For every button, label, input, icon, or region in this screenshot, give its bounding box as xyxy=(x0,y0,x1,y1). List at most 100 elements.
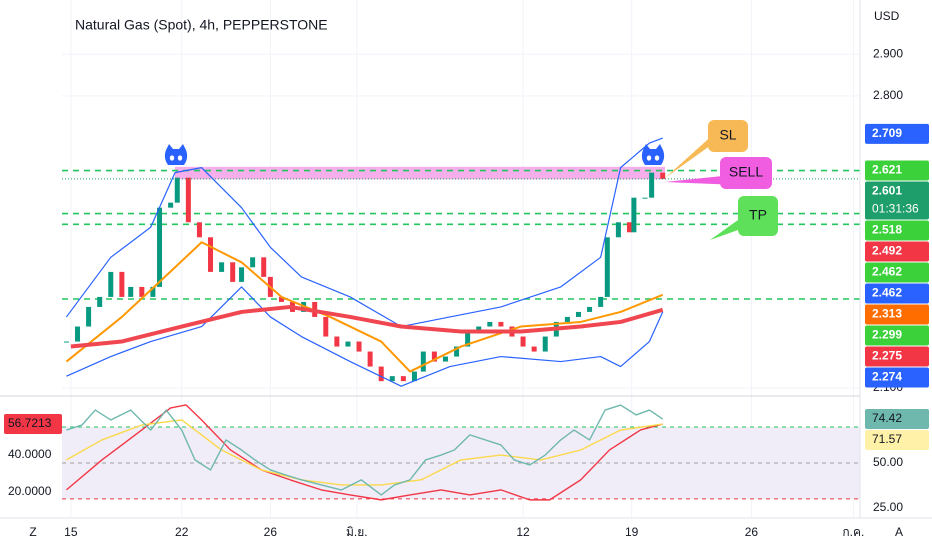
price-badge xyxy=(865,181,929,220)
candle xyxy=(411,371,417,382)
price-badge xyxy=(865,367,929,388)
price-badge-label: 2.462 xyxy=(872,286,902,300)
candle xyxy=(598,296,604,307)
candle xyxy=(174,177,180,203)
y2-tick-label: 20.0000 xyxy=(8,484,52,498)
candle xyxy=(278,296,284,302)
line xyxy=(65,137,663,328)
price-badge xyxy=(865,241,929,262)
indicator-badge-label: 74.42 xyxy=(872,411,902,425)
candle xyxy=(389,376,395,382)
candle xyxy=(649,172,655,198)
candle xyxy=(420,351,426,372)
indicator-badge-label: 56.7213 xyxy=(8,416,52,430)
candle xyxy=(250,257,256,268)
candle xyxy=(345,341,351,347)
callout-box xyxy=(738,196,778,236)
price-badge xyxy=(865,123,929,144)
callout-box xyxy=(720,157,772,189)
candle xyxy=(642,197,648,199)
bot-icon xyxy=(164,144,188,165)
indicator-badge xyxy=(4,414,62,435)
candle xyxy=(531,346,537,352)
candle xyxy=(75,326,81,342)
callout-label: TP xyxy=(749,207,767,223)
candle xyxy=(400,376,406,382)
candle xyxy=(157,207,163,287)
candle xyxy=(431,351,437,362)
y-tick-label: 50.00 xyxy=(873,455,903,469)
candle xyxy=(626,222,632,233)
candle xyxy=(615,222,621,238)
auto-scale[interactable]: A xyxy=(895,525,903,539)
candle xyxy=(119,271,125,297)
x-tick-label: มิ.ย. xyxy=(346,525,368,539)
price-badge xyxy=(865,262,929,283)
candle xyxy=(631,197,637,233)
price-badge-label: 2.621 xyxy=(872,163,902,177)
candle xyxy=(219,262,225,272)
x-tick-label: ก.ค. xyxy=(842,525,864,539)
callout-label: SL xyxy=(719,127,736,143)
line xyxy=(66,419,663,486)
bot-icon xyxy=(641,144,665,165)
price-badge-label: 2.299 xyxy=(872,328,902,342)
countdown: 01:31:36 xyxy=(872,202,919,216)
indicator-band xyxy=(62,426,860,499)
callout xyxy=(665,139,708,178)
price-badge xyxy=(865,220,929,241)
line xyxy=(66,286,664,387)
candle xyxy=(168,202,174,208)
y-tick-label: 2.900 xyxy=(873,46,903,60)
candle xyxy=(150,286,156,297)
candle xyxy=(208,237,214,272)
candle xyxy=(323,316,329,337)
candle xyxy=(476,326,482,332)
chart-title: Natural Gas (Spot), 4h, PEPPERSTONE xyxy=(75,17,328,33)
candle xyxy=(185,177,191,223)
price-badge xyxy=(865,160,929,181)
candle xyxy=(239,267,245,282)
price-badge xyxy=(865,304,929,325)
sell-zone xyxy=(175,166,665,180)
price-badge-label: 2.518 xyxy=(872,223,902,237)
candle xyxy=(378,366,384,382)
line xyxy=(65,241,664,373)
candle xyxy=(196,222,202,238)
indicator-badge xyxy=(865,430,929,451)
callout-label: SELL xyxy=(729,164,763,180)
candle xyxy=(86,306,92,327)
x-tick-label: 12 xyxy=(516,525,530,539)
price-badge-label: 2.274 xyxy=(872,370,902,384)
candle xyxy=(604,237,610,297)
y-tick-label: 25.00 xyxy=(873,500,903,514)
candle xyxy=(487,321,493,327)
line xyxy=(65,404,663,501)
price-badge xyxy=(865,283,929,304)
indicator-badge xyxy=(865,409,929,430)
price-badge-label: 2.313 xyxy=(872,307,902,321)
candle xyxy=(139,286,145,297)
candle xyxy=(356,341,362,352)
y-tick-label: 2.800 xyxy=(873,88,903,102)
candle xyxy=(63,341,69,343)
candle xyxy=(575,311,581,317)
candle xyxy=(498,321,504,327)
candle xyxy=(334,336,340,347)
candle xyxy=(542,336,548,352)
price-badge-label: 2.275 xyxy=(872,349,902,363)
callout xyxy=(710,220,738,240)
candle xyxy=(128,286,134,297)
callout-box xyxy=(708,120,748,152)
scale-mode[interactable]: Z xyxy=(29,525,36,539)
price-badge xyxy=(865,325,929,346)
price-badge xyxy=(865,346,929,367)
line xyxy=(66,404,664,496)
candle xyxy=(454,346,460,357)
price-badge-label: 2.492 xyxy=(872,244,902,258)
x-tick-label: 19 xyxy=(625,525,639,539)
price-badge-label: 2.709 xyxy=(872,126,902,140)
x-tick-label: 22 xyxy=(175,525,189,539)
candle xyxy=(97,296,103,307)
